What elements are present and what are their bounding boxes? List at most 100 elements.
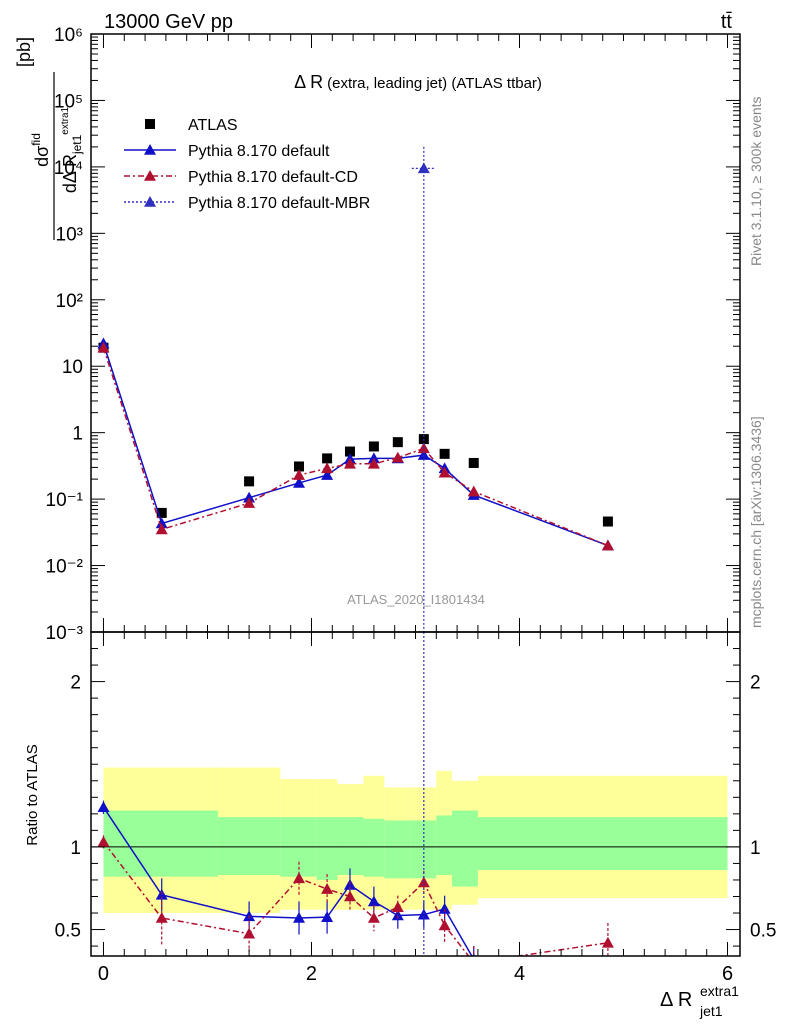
data-point-atlas xyxy=(244,476,255,487)
ratio-point xyxy=(321,883,334,894)
ratio-point xyxy=(155,911,168,923)
ratio-panel: 0 2 4 6 0.5 0.5 1 1 2 2 xyxy=(55,34,776,985)
data-point-atlas xyxy=(344,446,355,457)
ratio-point xyxy=(367,895,380,907)
data-point-atlas xyxy=(468,457,479,468)
main-series-point xyxy=(321,469,334,480)
ratio-point xyxy=(293,911,306,923)
data-point-atlas xyxy=(156,507,167,518)
x-tick-label: 2 xyxy=(306,963,317,985)
main-series-point xyxy=(243,491,256,503)
ratio-point xyxy=(391,901,404,913)
legend-label: Pythia 8.170 default xyxy=(188,143,330,160)
x-axis-label: Δ R jet1 extra1 xyxy=(660,983,739,1019)
rivet-label: Rivet 3.1.10, ≥ 300k events xyxy=(748,96,764,266)
main-series-point xyxy=(321,462,334,474)
main-series-point xyxy=(243,497,256,508)
ratio-band-green xyxy=(384,820,411,879)
main-y-tick-label: 10 xyxy=(62,357,83,378)
main-y-tick-label: 10⁴ xyxy=(54,158,83,179)
main-series-point xyxy=(155,523,168,535)
data-point-atlas xyxy=(368,441,379,452)
data-point-atlas xyxy=(602,516,613,527)
main-series-point xyxy=(467,485,480,497)
data-point-atlas xyxy=(294,461,305,472)
ratio-point xyxy=(417,908,430,920)
ratio-band-green xyxy=(363,818,385,877)
legend-label: ATLAS xyxy=(188,117,238,134)
main-series-point xyxy=(367,457,380,469)
ratio-point xyxy=(367,911,380,923)
main-y-tick-label: 10⁻¹ xyxy=(46,490,84,511)
main-series-point xyxy=(155,517,168,529)
watermark: ATLAS_2020_I1801434 xyxy=(347,592,485,607)
ratio-band-green xyxy=(337,817,364,875)
process-label: tt̄ xyxy=(721,11,733,33)
ratio-point xyxy=(97,835,110,847)
ratio-band-green xyxy=(451,810,478,887)
svg-text:jet1: jet1 xyxy=(699,1003,723,1019)
main-series-point xyxy=(343,457,356,469)
ratio-series-group xyxy=(97,800,614,956)
main-y-tick-label: 10² xyxy=(56,291,83,312)
ratio-y-tick-label-right: 2 xyxy=(750,673,761,694)
x-tick-label: 0 xyxy=(98,963,109,985)
data-point-atlas xyxy=(439,448,450,459)
main-series-point xyxy=(417,449,430,460)
ratio-band-green xyxy=(103,810,218,877)
ratio-y-tick-label: 2 xyxy=(70,673,81,694)
ratio-point xyxy=(97,801,110,813)
ratio-point xyxy=(343,890,356,902)
ratio-point xyxy=(438,902,451,914)
ratio-y-tick-label: 1 xyxy=(70,838,81,859)
ratio-band-green xyxy=(477,817,728,871)
ratio-y-tick-label: 0.5 xyxy=(55,921,81,942)
main-y-tick-label: 10⁶ xyxy=(54,25,83,46)
legend-marker xyxy=(144,144,156,155)
ratio-point xyxy=(293,872,306,884)
main-y-tick-label: 10⁵ xyxy=(54,91,83,112)
main-y-tick-label: 10³ xyxy=(56,224,83,245)
main-series-point xyxy=(438,466,451,478)
main-title: Δ R (extra, leading jet) (ATLAS ttbar) xyxy=(294,72,542,92)
main-series-point xyxy=(391,451,404,463)
svg-text:[pb]: [pb] xyxy=(14,37,34,67)
legend-label: Pythia 8.170 default-CD xyxy=(188,169,358,186)
ratio-series-line xyxy=(102,841,609,956)
main-series-point xyxy=(97,341,110,353)
ratio-point xyxy=(438,919,451,931)
main-y-tick-label: 10⁻² xyxy=(46,557,84,578)
main-series-point xyxy=(417,162,430,174)
legend-marker xyxy=(144,170,156,181)
main-y-tick-label: 1 xyxy=(72,424,83,445)
ratio-y-tick-label-right: 1 xyxy=(750,838,761,859)
x-tick-label: 6 xyxy=(722,963,733,985)
main-series-point xyxy=(293,469,306,480)
mcplots-label: mcplots.cern.ch [arXiv:1306.3436] xyxy=(748,416,764,628)
x-tick-label: 4 xyxy=(514,963,525,985)
energy-label: 13000 GeV pp xyxy=(104,11,233,33)
ratio-band-green xyxy=(436,815,452,875)
main-series-point xyxy=(293,476,306,488)
legend-marker xyxy=(144,196,156,207)
ratio-point xyxy=(601,936,614,948)
ratio-point xyxy=(321,911,334,922)
legend-marker-atlas xyxy=(145,119,155,129)
ratio-band-green xyxy=(316,817,338,880)
ratio-y-axis-label: Ratio to ATLAS xyxy=(24,744,41,845)
ratio-point xyxy=(243,927,256,939)
main-series-group xyxy=(97,146,614,632)
legend: ATLAS Pythia 8.170 default Pythia 8.170 de… xyxy=(124,117,370,212)
main-series-point xyxy=(601,539,614,551)
main-y-tick-label: 10⁻³ xyxy=(46,623,84,644)
ratio-point xyxy=(391,909,404,921)
data-point-atlas xyxy=(392,437,403,448)
data-point-atlas xyxy=(322,453,333,464)
svg-text:extra1: extra1 xyxy=(700,983,739,999)
svg-text:Δ R: Δ R xyxy=(660,989,692,1011)
main-series-point xyxy=(367,452,380,464)
legend-label: Pythia 8.170 default-MBR xyxy=(188,195,370,212)
ratio-band-green xyxy=(217,817,281,875)
ratio-y-tick-label-right: 0.5 xyxy=(750,921,776,942)
